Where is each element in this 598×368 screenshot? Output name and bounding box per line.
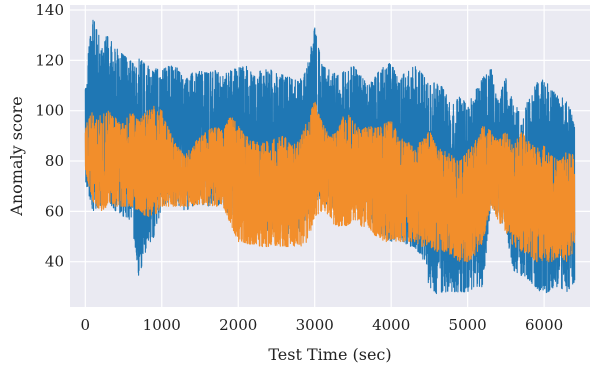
y-tick-label: 140 <box>35 1 64 19</box>
y-tick-label: 40 <box>45 253 64 271</box>
x-tick-label: 2000 <box>219 316 257 334</box>
y-tick-label: 60 <box>45 202 64 220</box>
x-axis-title: Test Time (sec) <box>268 345 391 364</box>
tick-labels: 0 1000 2000 3000 4000 5000 6000 40 60 80 100 120 140 <box>35 1 563 334</box>
x-tick-label: 6000 <box>525 316 563 334</box>
y-tick-label: 100 <box>35 102 64 120</box>
x-tick-label: 4000 <box>372 316 410 334</box>
y-axis-title: Anomaly score <box>7 96 26 216</box>
x-tick-label: 3000 <box>296 316 334 334</box>
series-layer <box>84 19 576 295</box>
y-tick-label: 80 <box>45 152 64 170</box>
x-tick-label: 1000 <box>143 316 181 334</box>
x-tick-label: 5000 <box>449 316 487 334</box>
x-tick-label: 0 <box>81 316 91 334</box>
series-line-2 <box>84 101 576 263</box>
y-tick-label: 120 <box>35 51 64 69</box>
